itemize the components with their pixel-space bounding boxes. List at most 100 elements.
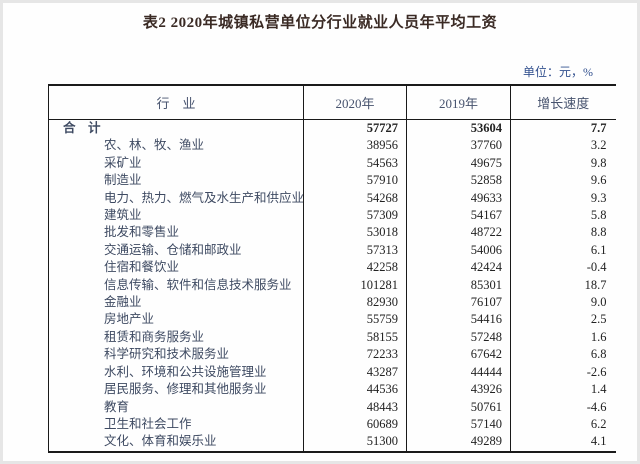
industry-cell: 卫生和社会工作 [48,415,304,434]
growth-cell: 5.8 [590,208,607,223]
value-2020-cell: 42258 [303,259,407,277]
table-row: 电力、热力、燃气及水生产和供应业 54268 49633 9.3 [48,189,616,208]
table-row: 文化、体育和娱乐业 51300 49289 4.1 [48,433,616,452]
industry-cell: 租赁和商务服务业 [48,328,304,347]
value-2020-cell: 57727 [303,119,407,138]
value-2020-cell: 72233 [303,346,407,364]
value-2019-cell: 85301 [406,276,511,295]
growth-cell: 6.8 [590,347,607,362]
table-row: 金融业 82930 76107 9.0 [48,294,616,312]
industry-cell: 金融业 [48,294,304,312]
value-2019-cell: 42424 [406,259,511,277]
value-2019-cell: 54416 [406,311,511,329]
industry-cell: 水利、环境和公共设施管理业 [48,363,304,382]
table-row: 居民服务、修理和其他服务业 44536 43926 1.4 [48,381,616,399]
growth-cell: -0.4 [586,260,607,275]
value-2020-cell: 54268 [303,189,407,208]
industry-cell: 住宿和餐饮业 [48,259,304,277]
growth-cell: -2.6 [586,364,607,379]
value-2019-cell: 49633 [406,189,511,208]
value-2020-cell: 82930 [303,294,407,312]
growth-cell: 4.1 [590,434,607,449]
value-2020-cell: 60689 [303,415,407,434]
header-2020: 2020年 [303,85,407,120]
value-2019-cell: 57248 [406,328,511,347]
industry-cell: 文化、体育和娱乐业 [48,433,304,452]
value-2020-cell: 44536 [303,381,407,399]
wage-table: 行 业 2020年 2019年 增长速度 合 计 57727 53604 7.7 农、林… [48,84,616,453]
value-2019-cell: 57140 [406,415,511,434]
table-row: 教育 48443 50761 -4.6 [48,398,616,416]
header-growth: 增长速度 [510,85,616,120]
industry-cell: 电力、热力、燃气及水生产和供应业 [48,189,304,208]
value-2020-cell: 57910 [303,172,407,190]
table-row: 信息传输、软件和信息技术服务业 101281 85301 18.7 [48,276,616,295]
industry-cell: 科学研究和技术服务业 [48,346,304,364]
industry-cell: 房地产业 [48,311,304,329]
growth-cell: 9.8 [590,155,607,170]
table-row: 批发和零售业 53018 48722 8.8 [48,224,616,242]
industry-cell: 居民服务、修理和其他服务业 [48,381,304,399]
industry-cell: 批发和零售业 [48,224,304,242]
value-2019-cell: 48722 [406,224,511,242]
page-title: 表2 2020年城镇私营单位分行业就业人员年平均工资 [142,15,498,31]
value-2019-cell: 76107 [406,294,511,312]
table-body: 合 计 57727 53604 7.7 农、林、牧、渔业 38956 37760 3.2 采矿业… [48,119,616,452]
value-2020-cell: 43287 [303,363,407,382]
growth-cell: 6.1 [590,242,607,257]
table-row: 科学研究和技术服务业 72233 67642 6.8 [48,346,616,364]
value-2020-cell: 54563 [303,154,407,173]
value-2020-cell: 101281 [303,276,407,295]
table-row: 卫生和社会工作 60689 57140 6.2 [48,415,616,434]
value-2020-cell: 57309 [303,207,407,225]
value-2019-cell: 50761 [406,398,511,416]
value-2019-cell: 49289 [406,433,511,452]
value-2019-cell: 49675 [406,154,511,173]
value-2020-cell: 53018 [303,224,407,242]
header-industry: 行 业 [48,85,304,120]
growth-cell: 6.2 [590,416,607,431]
total-row: 合 计 57727 53604 7.7 [48,119,616,138]
table-row: 建筑业 57309 54167 5.8 [48,207,616,225]
table-row: 房地产业 55759 54416 2.5 [48,311,616,329]
growth-cell: 9.0 [590,295,607,310]
value-2019-cell: 67642 [406,346,511,364]
header-row: 行 业 2020年 2019年 增长速度 [48,85,616,120]
header-2019: 2019年 [406,85,511,120]
value-2020-cell: 48443 [303,398,407,416]
value-2019-cell: 44444 [406,363,511,382]
growth-cell: 1.4 [590,382,607,397]
industry-cell: 交通运输、仓储和邮政业 [48,241,304,260]
table-row: 农、林、牧、渔业 38956 37760 3.2 [48,137,616,155]
value-2019-cell: 54006 [406,241,511,260]
growth-cell: 9.3 [590,190,607,205]
table-row: 水利、环境和公共设施管理业 43287 44444 -2.6 [48,363,616,382]
value-2020-cell: 38956 [303,137,407,155]
industry-cell: 教育 [48,398,304,416]
growth-cell: 18.7 [584,277,607,292]
value-2020-cell: 57313 [303,241,407,260]
growth-cell: 1.6 [590,329,607,344]
growth-cell: 9.6 [590,173,607,188]
value-2019-cell: 54167 [406,207,511,225]
table-row: 交通运输、仓储和邮政业 57313 54006 6.1 [48,241,616,260]
value-2019-cell: 52858 [406,172,511,190]
industry-cell: 信息传输、软件和信息技术服务业 [48,276,304,295]
growth-cell: 7.7 [590,121,607,135]
growth-cell: 2.5 [590,312,607,327]
growth-cell: 3.2 [590,138,607,153]
value-2020-cell: 51300 [303,433,407,452]
growth-cell: 8.8 [590,225,607,240]
table-row: 制造业 57910 52858 9.6 [48,172,616,190]
table-row: 住宿和餐饮业 42258 42424 -0.4 [48,259,616,277]
industry-cell: 建筑业 [48,207,304,225]
table-row: 采矿业 54563 49675 9.8 [48,154,616,173]
value-2020-cell: 55759 [303,311,407,329]
unit-note: 单位：元，% [523,65,593,79]
table-row: 租赁和商务服务业 58155 57248 1.6 [48,328,616,347]
value-2019-cell: 37760 [406,137,511,155]
growth-cell: -4.6 [586,399,607,414]
industry-cell: 农、林、牧、渔业 [48,137,304,155]
value-2020-cell: 58155 [303,328,407,347]
